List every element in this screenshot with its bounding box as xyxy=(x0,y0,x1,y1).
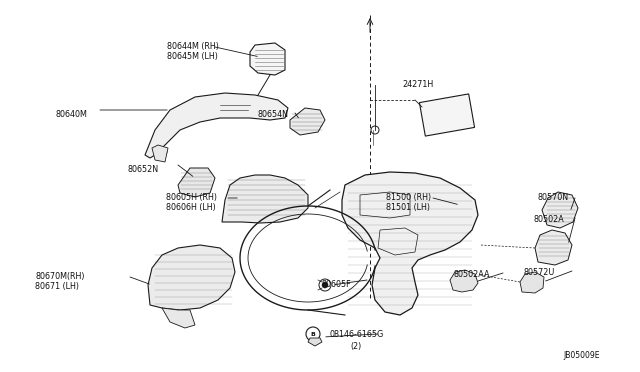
Polygon shape xyxy=(542,192,578,228)
Polygon shape xyxy=(178,168,215,197)
Polygon shape xyxy=(535,230,572,265)
Text: 80502AA: 80502AA xyxy=(453,270,490,279)
Text: 81500 (RH): 81500 (RH) xyxy=(386,193,431,202)
Polygon shape xyxy=(222,175,308,223)
Polygon shape xyxy=(419,94,475,136)
Polygon shape xyxy=(342,172,478,315)
Text: 08146-6165G: 08146-6165G xyxy=(330,330,384,339)
Text: 80570N: 80570N xyxy=(537,193,568,202)
Text: 80645M (LH): 80645M (LH) xyxy=(167,52,218,61)
Text: 80652N: 80652N xyxy=(128,165,159,174)
Polygon shape xyxy=(162,308,195,328)
Text: 81501 (LH): 81501 (LH) xyxy=(386,203,430,212)
Text: 80605F: 80605F xyxy=(322,280,351,289)
Text: 80606H (LH): 80606H (LH) xyxy=(166,203,216,212)
Text: 80644M (RH): 80644M (RH) xyxy=(167,42,219,51)
Circle shape xyxy=(322,282,328,288)
Text: (2): (2) xyxy=(350,342,361,351)
Text: B: B xyxy=(310,331,316,337)
Text: 24271H: 24271H xyxy=(402,80,433,89)
Polygon shape xyxy=(520,272,544,293)
Polygon shape xyxy=(152,145,168,162)
Text: 80502A: 80502A xyxy=(534,215,564,224)
Polygon shape xyxy=(145,93,288,158)
Polygon shape xyxy=(250,43,285,75)
Text: 80605H (RH): 80605H (RH) xyxy=(166,193,217,202)
Text: JB05009E: JB05009E xyxy=(563,351,600,360)
Text: 80572U: 80572U xyxy=(524,268,556,277)
Polygon shape xyxy=(148,245,235,310)
Polygon shape xyxy=(290,108,325,135)
Circle shape xyxy=(371,126,379,134)
Text: 80640M: 80640M xyxy=(55,110,87,119)
Polygon shape xyxy=(450,270,478,292)
Text: 80670M(RH): 80670M(RH) xyxy=(35,272,84,281)
Text: 80671 (LH): 80671 (LH) xyxy=(35,282,79,291)
Text: 80654N: 80654N xyxy=(258,110,289,119)
Polygon shape xyxy=(308,338,322,346)
